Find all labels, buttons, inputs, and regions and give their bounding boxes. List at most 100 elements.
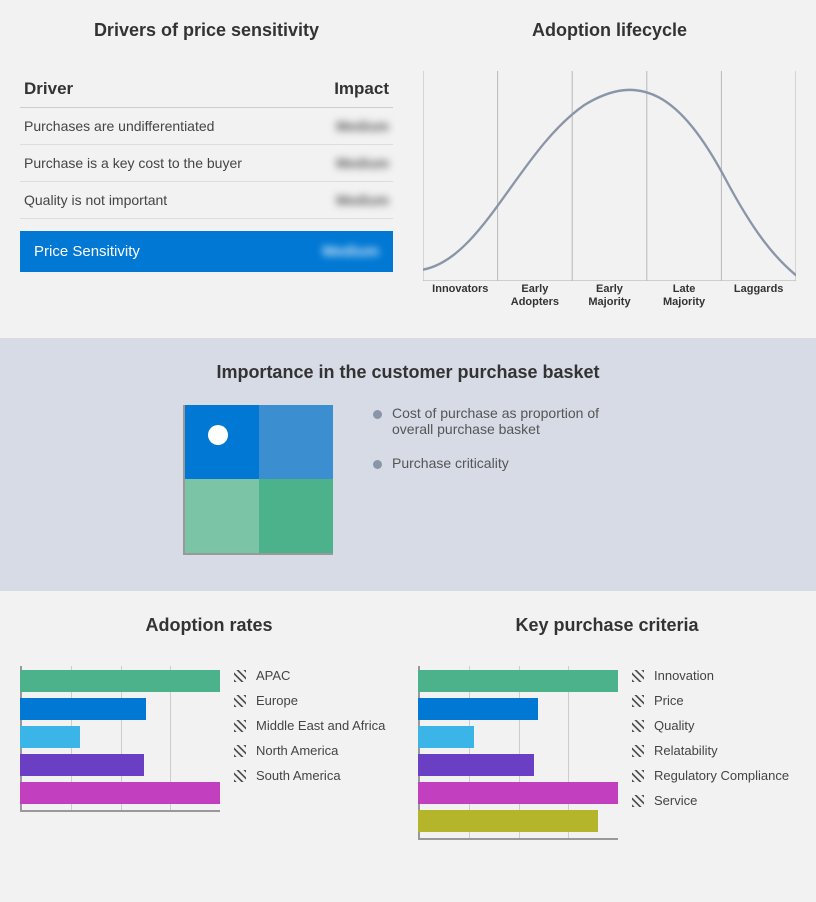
adoption-rates-chart [20, 666, 220, 812]
legend-swatch-icon [632, 770, 644, 782]
lifecycle-title: Adoption lifecycle [423, 20, 796, 41]
quad-legend: Cost of purchase as proportion of overal… [373, 405, 633, 489]
quad-legend-label: Cost of purchase as proportion of overal… [392, 405, 633, 437]
lifecycle-label: Laggards [721, 283, 796, 308]
bar-fill [418, 726, 474, 748]
bar-row [418, 782, 618, 804]
quadrant-chart [183, 405, 333, 555]
legend-swatch-icon [234, 720, 246, 732]
basket-title: Importance in the customer purchase bask… [20, 362, 796, 383]
drivers-title: Drivers of price sensitivity [20, 20, 393, 41]
adoption-rates-legend: APAC Europe Middle East and Africa North Am… [234, 666, 385, 812]
bar-row [418, 810, 618, 832]
legend-label: Relatability [654, 743, 718, 758]
legend-item: South America [234, 768, 385, 783]
lifecycle-label: Innovators [423, 283, 498, 308]
legend-item: Price [632, 693, 789, 708]
drivers-summary-value: Medium [322, 243, 379, 260]
criteria-legend: Innovation Price Quality Relatability Regula… [632, 666, 789, 840]
drivers-row-driver: Purchase is a key cost to the buyer [24, 155, 242, 171]
drivers-row: Quality is not important Medium [20, 182, 393, 219]
bar-fill [20, 670, 220, 692]
bar-row [20, 670, 220, 692]
bullet-icon [373, 460, 382, 469]
top-section: Drivers of price sensitivity Driver Impa… [0, 0, 816, 338]
legend-item: Regulatory Compliance [632, 768, 789, 783]
lifecycle-svg [423, 71, 796, 281]
drivers-panel: Drivers of price sensitivity Driver Impa… [20, 20, 393, 308]
legend-item: Service [632, 793, 789, 808]
lifecycle-label: EarlyMajority [572, 283, 647, 308]
drivers-row: Purchase is a key cost to the buyer Mediu… [20, 145, 393, 182]
drivers-row-driver: Quality is not important [24, 192, 167, 208]
legend-swatch-icon [632, 720, 644, 732]
legend-label: Innovation [654, 668, 714, 683]
bar-fill [418, 754, 534, 776]
bar-fill [418, 810, 598, 832]
adoption-rates-panel: Adoption rates APAC Europe Middle East and… [20, 615, 398, 840]
drivers-header-driver: Driver [24, 79, 73, 99]
basket-section: Importance in the customer purchase bask… [0, 338, 816, 591]
bar-fill [20, 698, 146, 720]
quad-legend-item: Cost of purchase as proportion of overal… [373, 405, 633, 437]
bar-fill [20, 726, 80, 748]
criteria-chart [418, 666, 618, 840]
legend-swatch-icon [632, 670, 644, 682]
bar-fill [20, 754, 144, 776]
bar-row [20, 726, 220, 748]
lifecycle-labels: InnovatorsEarlyAdoptersEarlyMajorityLate… [423, 283, 796, 308]
legend-item: Quality [632, 718, 789, 733]
bar-fill [418, 698, 538, 720]
drivers-row-impact: Medium [336, 192, 389, 208]
drivers-header-impact: Impact [334, 79, 389, 99]
lifecycle-panel: Adoption lifecycle InnovatorsEarlyAdopte… [423, 20, 796, 308]
legend-label: Regulatory Compliance [654, 768, 789, 783]
drivers-row-impact: Medium [336, 155, 389, 171]
drivers-summary-label: Price Sensitivity [34, 243, 140, 260]
lifecycle-label: LateMajority [647, 283, 722, 308]
quad-marker [208, 425, 228, 445]
lifecycle-chart [423, 71, 796, 281]
legend-label: South America [256, 768, 341, 783]
legend-swatch-icon [234, 670, 246, 682]
adoption-rates-title: Adoption rates [20, 615, 398, 636]
adoption-rates-wrap: APAC Europe Middle East and Africa North Am… [20, 666, 398, 812]
legend-swatch-icon [234, 745, 246, 757]
drivers-row: Purchases are undifferentiated Medium [20, 108, 393, 145]
drivers-row-driver: Purchases are undifferentiated [24, 118, 214, 134]
legend-label: Middle East and Africa [256, 718, 385, 733]
legend-label: Quality [654, 718, 694, 733]
bar-fill [20, 782, 220, 804]
drivers-row-impact: Medium [336, 118, 389, 134]
legend-label: North America [256, 743, 338, 758]
criteria-wrap: Innovation Price Quality Relatability Regula… [418, 666, 796, 840]
bar-row [20, 754, 220, 776]
drivers-header: Driver Impact [20, 71, 393, 108]
legend-item: North America [234, 743, 385, 758]
bar-row [20, 782, 220, 804]
bottom-section: Adoption rates APAC Europe Middle East and… [0, 591, 816, 874]
legend-label: Europe [256, 693, 298, 708]
legend-label: APAC [256, 668, 290, 683]
bar-row [418, 698, 618, 720]
quad-br [259, 479, 333, 553]
bullet-icon [373, 410, 382, 419]
criteria-title: Key purchase criteria [418, 615, 796, 636]
bar-fill [418, 782, 618, 804]
basket-content: Cost of purchase as proportion of overal… [20, 405, 796, 555]
legend-item: Europe [234, 693, 385, 708]
legend-item: Middle East and Africa [234, 718, 385, 733]
legend-item: Innovation [632, 668, 789, 683]
legend-swatch-icon [234, 770, 246, 782]
bar-row [20, 698, 220, 720]
bar-fill [418, 670, 618, 692]
quad-tr [259, 405, 333, 479]
quad-legend-item: Purchase criticality [373, 455, 633, 471]
bar-row [418, 670, 618, 692]
legend-label: Service [654, 793, 697, 808]
legend-swatch-icon [632, 695, 644, 707]
drivers-summary: Price Sensitivity Medium [20, 231, 393, 272]
quad-legend-label: Purchase criticality [392, 455, 509, 471]
bar-row [418, 726, 618, 748]
quad-bl [185, 479, 259, 553]
